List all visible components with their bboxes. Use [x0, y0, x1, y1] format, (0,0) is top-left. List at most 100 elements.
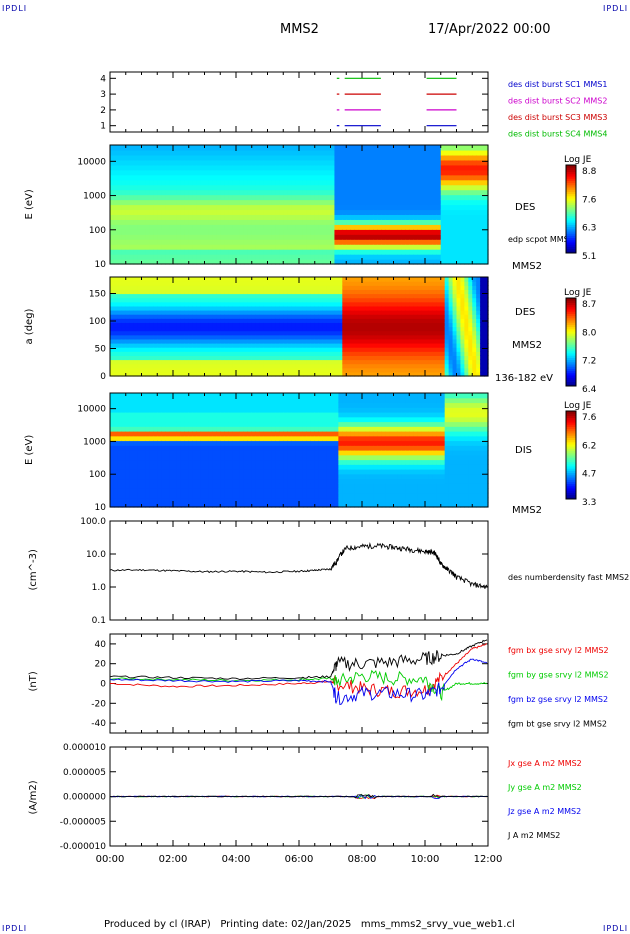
des-pitch-cell [153, 330, 158, 336]
des-pitch-cell [200, 301, 206, 307]
des-pitch-cell [263, 363, 269, 369]
des-pitch-cell [385, 334, 391, 340]
des-pitch-cell [157, 338, 162, 344]
des-energy-cell [346, 149, 351, 156]
des-energy-cell [472, 239, 477, 245]
des-energy-cell [421, 145, 426, 151]
des-pitch-cell [440, 314, 446, 319]
des-pitch-cell [228, 297, 233, 303]
des-pitch-cell [267, 293, 273, 299]
des-pitch-cell [306, 363, 312, 369]
des-energy-cell [287, 224, 292, 230]
des-pitch-colorbar-step [566, 383, 576, 387]
des-pitch-cell [236, 285, 241, 290]
des-pitch-cell [354, 334, 359, 340]
des-pitch-cell [271, 277, 276, 282]
des-energy-cell [460, 224, 465, 230]
des-pitch-cell [153, 367, 158, 373]
des-energy-cell [180, 219, 186, 225]
des-energy-cell [425, 239, 430, 245]
des-energy-cell [326, 145, 332, 151]
des-pitch-cell [129, 367, 135, 373]
des-energy-cell [259, 164, 265, 171]
dis-energy-cell [113, 421, 119, 427]
des-energy-cell [236, 204, 241, 211]
des-pitch-cell [232, 305, 237, 311]
des-energy-cell [306, 159, 312, 166]
des-pitch-cell [110, 285, 115, 290]
des-energy-colorbar-step [566, 217, 576, 221]
des-pitch-right-label2: MMS2 [512, 340, 542, 351]
des-energy-cell [295, 164, 300, 171]
des-energy-cell [113, 229, 119, 235]
des-energy-cell [157, 224, 162, 230]
des-pitch-cell [192, 297, 198, 303]
des-energy-cell [275, 239, 280, 245]
des-pitch-cell [318, 334, 324, 340]
des-energy-cell [165, 199, 170, 206]
des-pitch-cell [212, 314, 217, 319]
des-energy-cell [413, 219, 418, 225]
des-pitch-cell [468, 367, 473, 373]
des-energy-cell [267, 199, 273, 206]
des-energy-cell [259, 259, 265, 265]
des-energy-cell [287, 194, 292, 201]
des-energy-cell [173, 214, 178, 220]
des-pitch-cell [247, 334, 253, 340]
des-energy-cell [149, 204, 154, 211]
des-pitch-cell [192, 351, 198, 356]
des-pitch-cell [456, 305, 462, 311]
des-pitch-cell [472, 301, 477, 307]
des-energy-cell [196, 179, 202, 186]
des-pitch-cell [484, 285, 489, 290]
des-energy-cell [362, 164, 367, 171]
des-energy-cell [196, 209, 202, 216]
des-energy-cell [157, 189, 162, 196]
des-energy-cell [377, 244, 383, 250]
des-pitch-cell [452, 281, 458, 286]
des-pitch-cell [432, 359, 438, 365]
des-pitch-cell [208, 318, 213, 323]
des-energy-cell [165, 249, 170, 255]
des-energy-cell [255, 159, 261, 166]
des-energy-cell [377, 234, 383, 240]
des-energy-cell [208, 249, 213, 255]
des-pitch-cell [358, 289, 363, 295]
des-pitch-cell [369, 367, 375, 373]
des-pitch-cell [432, 322, 438, 328]
des-pitch-cell [314, 330, 320, 336]
des-pitch-cell [310, 367, 316, 373]
des-pitch-cell [342, 330, 347, 336]
des-energy-cell [476, 209, 481, 216]
des-energy-cell [117, 219, 123, 225]
des-pitch-cell [436, 310, 442, 315]
des-energy-cell [377, 239, 383, 245]
des-energy-cell [468, 204, 473, 211]
des-pitch-cell [306, 281, 312, 286]
des-energy-cell [409, 174, 414, 181]
des-energy-cell [141, 169, 147, 176]
des-pitch-cell [157, 330, 162, 336]
des-pitch-cell [287, 363, 292, 369]
des-pitch-colorbar-step [566, 298, 576, 301]
des-pitch-cell [302, 314, 308, 319]
des-pitch-cell [346, 301, 351, 307]
dis-energy-cell [113, 488, 119, 494]
des-energy-cell [302, 154, 308, 161]
des-energy-cell [184, 194, 190, 201]
des-pitch-cell [389, 338, 395, 344]
des-pitch-cell [373, 355, 379, 361]
des-pitch-cell [279, 318, 284, 323]
des-energy-cell [232, 164, 237, 171]
des-energy-cell [133, 249, 139, 255]
des-energy-cell [299, 244, 304, 250]
des-energy-cell [255, 145, 261, 151]
des-energy-cell [456, 209, 462, 216]
des-pitch-cell [228, 367, 233, 373]
des-pitch-cell [318, 297, 324, 303]
des-pitch-cell [460, 318, 465, 323]
des-pitch-cell [165, 310, 170, 315]
des-energy-cell [263, 149, 269, 156]
des-pitch-cell [358, 305, 363, 311]
des-energy-cell [180, 174, 186, 181]
